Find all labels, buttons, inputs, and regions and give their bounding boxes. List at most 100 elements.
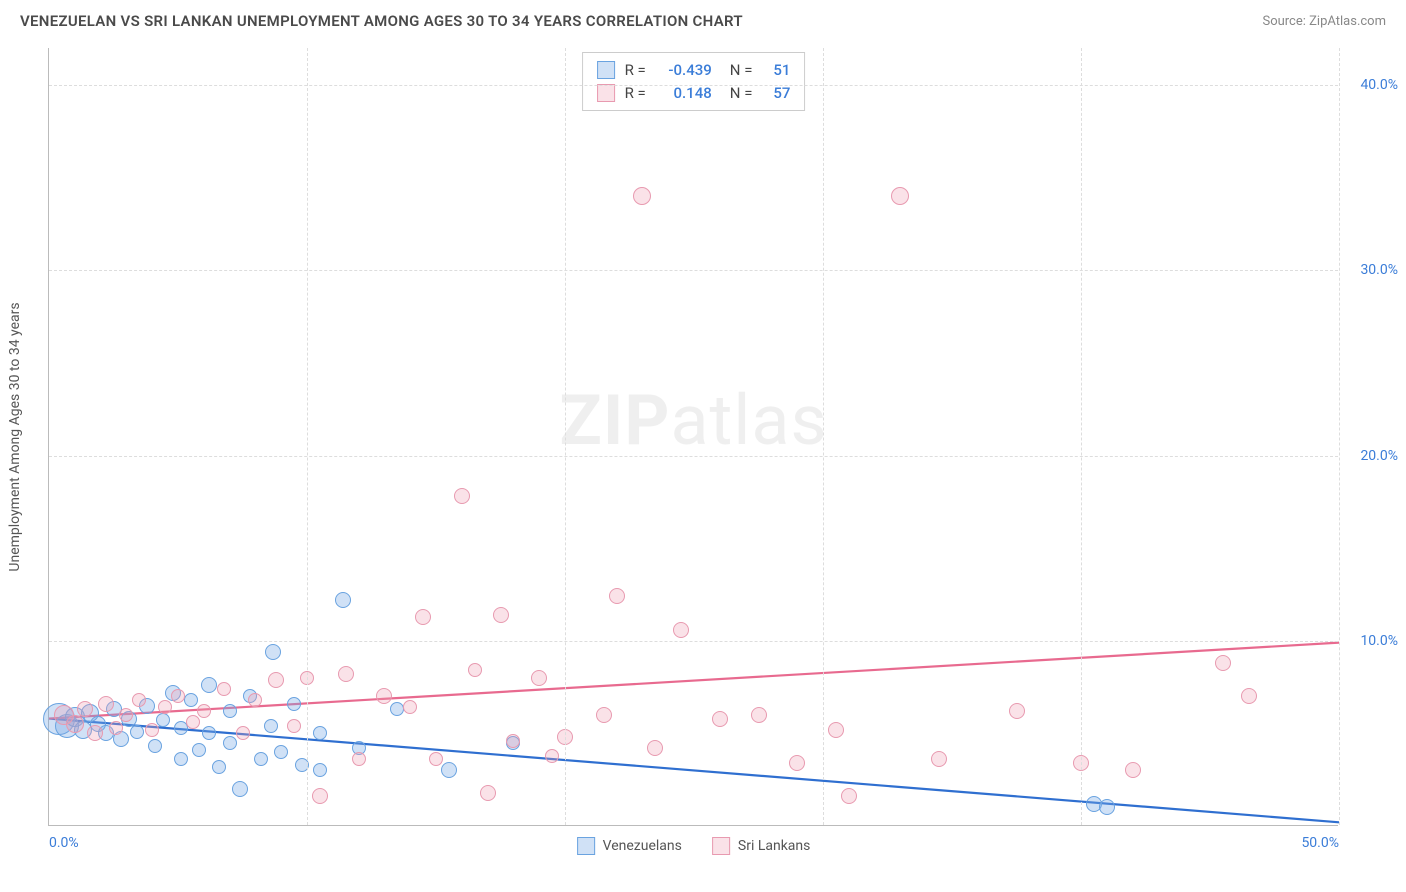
scatter-point-srilankans [312,788,328,804]
scatter-point-srilankans [287,719,301,733]
r-value: -0.439 [656,59,712,82]
scatter-point-venezuelans [265,644,281,660]
scatter-point-srilankans [352,752,366,766]
scatter-point-srilankans [633,187,651,205]
legend-swatch [577,837,595,855]
scatter-point-srilankans [145,723,159,737]
scatter-point-srilankans [186,715,200,729]
scatter-point-venezuelans [441,762,457,778]
scatter-point-srilankans [338,666,354,682]
scatter-point-venezuelans [254,752,268,766]
scatter-point-srilankans [531,670,547,686]
scatter-point-venezuelans [148,739,162,753]
legend-swatch [712,837,730,855]
gridline-h [49,641,1338,642]
scatter-point-srilankans [841,788,857,804]
scatter-point-venezuelans [287,697,301,711]
chart-area: Unemployment Among Ages 30 to 34 years Z… [48,48,1338,826]
chart-legend: Venezuelans Sri Lankans [577,837,811,855]
scatter-point-srilankans [931,751,947,767]
y-axis-title: Unemployment Among Ages 30 to 34 years [7,302,23,571]
source-prefix: Source: [1262,14,1309,29]
y-tick-label: 10.0% [1360,633,1398,649]
scatter-point-srilankans [197,704,211,718]
legend-swatch [597,61,615,79]
gridline-v [823,48,824,825]
legend-label: Sri Lankans [738,838,811,854]
scatter-point-srilankans [751,707,767,723]
header: VENEZUELAN VS SRI LANKAN UNEMPLOYMENT AM… [0,0,1406,38]
gridline-v [565,48,566,825]
scatter-point-venezuelans [390,702,404,716]
legend-item: Sri Lankans [712,837,811,855]
scatter-point-srilankans [596,707,612,723]
gridline-v [307,48,308,825]
scatter-point-srilankans [454,488,470,504]
stats-box: R =-0.439N =51R =0.148N =57 [582,52,806,111]
n-value: 51 [762,59,790,82]
scatter-point-venezuelans [264,719,278,733]
scatter-point-venezuelans [1099,799,1115,815]
scatter-point-srilankans [158,700,172,714]
scatter-point-srilankans [236,726,250,740]
scatter-point-venezuelans [274,745,288,759]
scatter-point-srilankans [828,722,844,738]
legend-item: Venezuelans [577,837,682,855]
source-name: ZipAtlas.com [1309,14,1386,29]
scatter-point-srilankans [248,693,262,707]
scatter-point-venezuelans [223,736,237,750]
scatter-point-srilankans [712,711,728,727]
gridline-v [1339,48,1340,825]
n-label: N = [730,59,753,82]
gridline-h [49,456,1338,457]
scatter-point-srilankans [493,607,509,623]
scatter-point-venezuelans [232,781,248,797]
scatter-point-venezuelans [212,760,226,774]
scatter-point-srilankans [609,588,625,604]
scatter-point-srilankans [268,672,284,688]
scatter-point-srilankans [109,721,123,735]
scatter-point-srilankans [468,663,482,677]
scatter-point-venezuelans [335,592,351,608]
source-label: Source: ZipAtlas.com [1262,14,1386,29]
y-tick-label: 20.0% [1360,448,1398,464]
gridline-h [49,85,1338,86]
scatter-point-srilankans [789,755,805,771]
gridline-v [1081,48,1082,825]
scatter-point-srilankans [98,696,114,712]
scatter-point-venezuelans [223,704,237,718]
legend-label: Venezuelans [603,838,682,854]
scatter-point-srilankans [1009,703,1025,719]
scatter-point-srilankans [506,734,520,748]
scatter-point-srilankans [376,688,392,704]
scatter-point-srilankans [66,715,84,733]
gridline-h [49,270,1338,271]
scatter-point-venezuelans [313,763,327,777]
scatter-point-srilankans [77,701,93,717]
x-tick-label-min: 0.0% [49,835,79,851]
scatter-point-srilankans [1241,688,1257,704]
scatter-point-venezuelans [192,743,206,757]
scatter-point-srilankans [545,749,559,763]
scatter-point-srilankans [217,682,231,696]
scatter-point-srilankans [132,693,146,707]
scatter-point-srilankans [415,609,431,625]
scatter-point-srilankans [480,785,496,801]
scatter-point-srilankans [673,622,689,638]
r-label: R = [625,59,646,82]
scatter-point-venezuelans [174,721,188,735]
scatter-point-srilankans [891,187,909,205]
y-tick-label: 30.0% [1360,262,1398,278]
scatter-point-srilankans [1215,655,1231,671]
scatter-point-venezuelans [130,725,144,739]
scatter-point-srilankans [87,725,103,741]
scatter-point-venezuelans [174,752,188,766]
legend-swatch [597,84,615,102]
scatter-point-srilankans [429,752,443,766]
scatter-point-venezuelans [202,726,216,740]
scatter-point-venezuelans [184,693,198,707]
scatter-point-venezuelans [313,726,327,740]
scatter-point-srilankans [1125,762,1141,778]
stats-row: R = -0.439 N = 51 [597,59,791,82]
scatter-point-srilankans [647,740,663,756]
